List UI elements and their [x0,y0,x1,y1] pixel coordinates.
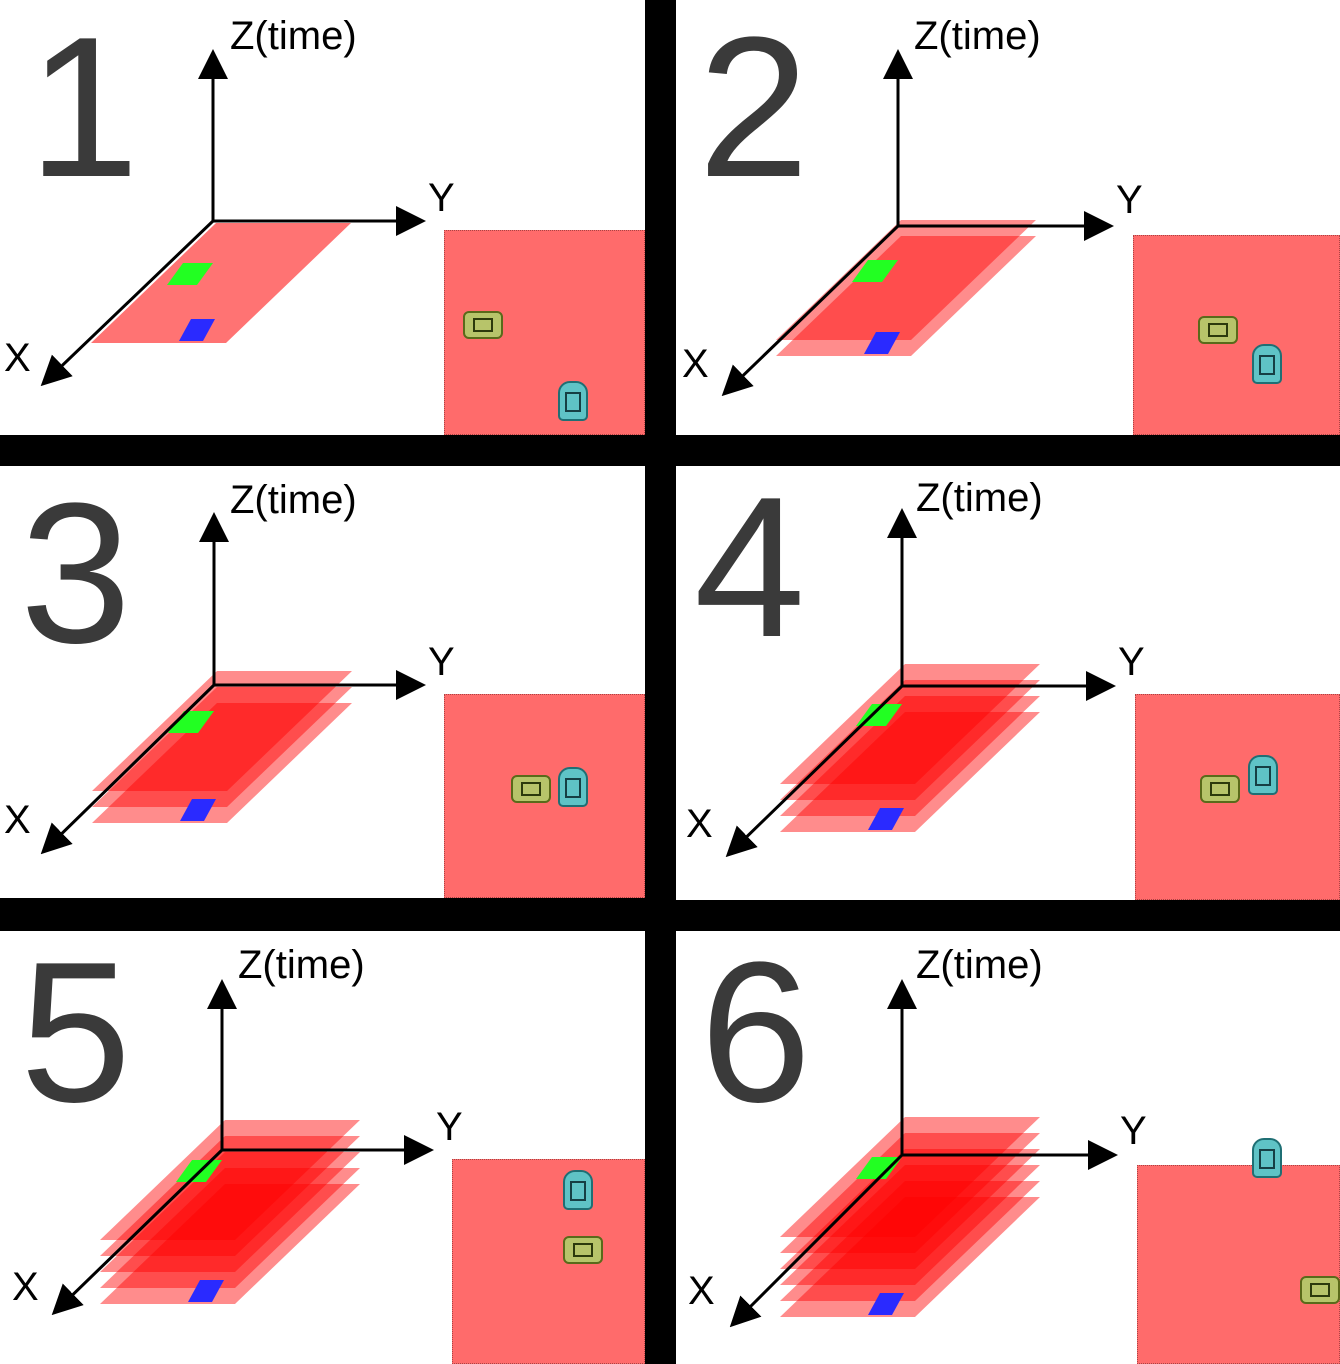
x-axis [40,219,215,387]
time-layer [780,1197,1040,1317]
x-axis [725,684,904,858]
x-axis [721,224,900,397]
y-axis-label: Y [428,640,455,684]
teal-car-icon [1252,1138,1282,1178]
time-layer [780,664,1040,784]
panel-step-2: 2 Z(time) Y X [676,0,1340,435]
panel-step-6: 6 Z(time) Y X [676,931,1340,1364]
environment-map [1135,694,1340,900]
z-axis-label: Z(time) [230,478,357,522]
start-cell [188,1280,224,1302]
x-axis-label: X [4,336,31,380]
green-car-icon [563,1236,603,1264]
time-layer [780,696,1040,816]
y-axis-label: Y [428,176,455,220]
step-number: 5 [20,931,132,1144]
time-layer [100,1168,360,1288]
spacetime-axes-diagram [729,979,1118,1328]
spacetime-axes-diagram [40,512,426,855]
x-axis [40,683,216,855]
time-layer [780,1149,1040,1269]
panel-step-1: 1 Z(time) Y X [0,0,645,435]
panel-step-4: 4 Z(time) Y X [676,466,1340,900]
x-axis-label: X [688,1269,715,1313]
teal-car-icon [1252,344,1282,384]
step-number: 6 [700,931,812,1144]
start-cell [868,808,904,830]
time-layer [780,712,1040,832]
time-layer [776,220,1036,340]
teal-car-icon [558,767,588,807]
time-layer [776,236,1036,356]
start-cell [864,332,900,354]
time-layer [92,703,352,823]
green-car-icon [1300,1276,1340,1304]
x-axis-label: X [12,1265,39,1309]
time-layer [92,671,352,791]
x-axis-label: X [686,802,713,846]
time-layer-stack [92,671,352,823]
y-axis-label: Y [1120,1109,1147,1153]
z-axis-label: Z(time) [916,476,1043,520]
time-layer-stack [780,1117,1040,1317]
environment-map [444,230,645,435]
environment-map [444,694,645,898]
step-number: 1 [28,0,140,219]
spacetime-axes-diagram [51,979,434,1316]
step-number: 3 [20,466,132,685]
x-axis [729,1153,904,1328]
spacetime-axes-diagram [725,508,1116,858]
y-axis-label: Y [436,1105,463,1149]
time-layer-stack [780,664,1040,832]
environment-map [452,1159,645,1364]
time-layer-stack [91,223,351,343]
goal-cell [852,260,898,282]
x-axis-label: X [682,342,709,386]
start-cell [180,799,216,821]
step-number: 4 [694,466,806,679]
goal-cell [856,1157,902,1179]
time-layer-stack [776,220,1036,356]
time-layer [100,1184,360,1304]
environment-map [1137,1165,1340,1364]
time-layer [780,680,1040,800]
teal-car-icon [558,381,588,421]
goal-cell [168,711,214,733]
y-axis-label: Y [1118,640,1145,684]
time-layer [100,1136,360,1256]
time-layer [780,1133,1040,1253]
time-layer [92,687,352,807]
z-axis-label: Z(time) [916,943,1043,987]
time-layer [100,1152,360,1272]
time-layer-stack [100,1120,360,1304]
z-axis-label: Z(time) [238,943,365,987]
y-axis-label: Y [1116,178,1143,222]
step-number: 2 [698,0,810,219]
x-axis [51,1148,224,1316]
panel-step-3: 3 Z(time) Y X [0,466,645,898]
z-axis-label: Z(time) [230,14,357,58]
spacetime-axes-diagram [40,49,426,387]
green-car-icon [1198,316,1238,344]
start-cell [179,319,215,341]
spacetime-axes-diagram [721,49,1114,397]
time-layer [780,1165,1040,1285]
environment-map [1133,235,1340,435]
green-car-icon [1200,775,1240,803]
goal-cell [167,263,213,285]
time-layer [780,1181,1040,1301]
time-layer [91,223,351,343]
green-car-icon [511,775,551,803]
start-cell [868,1293,904,1315]
teal-car-icon [1248,755,1278,795]
time-layer [780,1117,1040,1237]
green-car-icon [463,311,503,339]
panel-step-5: 5 Z(time) Y X [0,931,645,1364]
z-axis-label: Z(time) [914,14,1041,58]
teal-car-icon [563,1170,593,1210]
x-axis-label: X [4,798,31,842]
